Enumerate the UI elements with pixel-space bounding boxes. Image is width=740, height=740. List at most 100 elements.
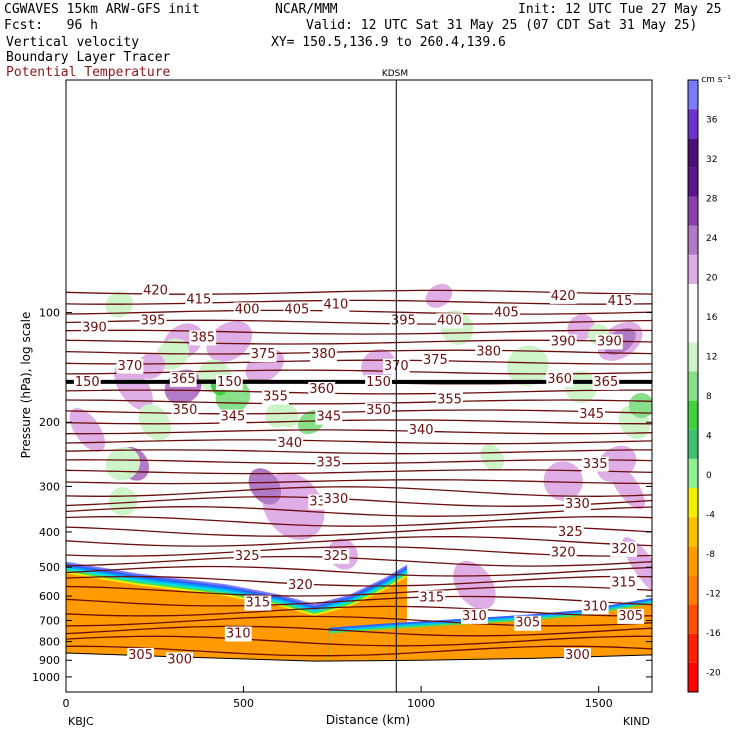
theta-label: 375 xyxy=(251,347,276,362)
theta-contour xyxy=(66,486,652,497)
theta-label: 390 xyxy=(551,334,576,349)
theta-label: 335 xyxy=(583,457,608,472)
theta-label-bg xyxy=(365,374,392,390)
colorbar-label: 12 xyxy=(706,352,717,362)
theta-label: 315 xyxy=(611,575,636,590)
theta-contour xyxy=(66,565,652,577)
theta-label-bg xyxy=(610,575,638,591)
theta-label: 320 xyxy=(551,545,576,560)
header-model: CGWAVES 15km ARW-GFS init xyxy=(4,2,200,17)
theta-label-bg xyxy=(617,608,645,624)
theta-label-bg xyxy=(310,347,337,363)
terrain xyxy=(66,652,652,692)
theta-label-bg xyxy=(215,374,243,390)
theta-label-bg xyxy=(262,389,289,405)
theta-label: 310 xyxy=(226,626,251,641)
theta-label: 395 xyxy=(391,313,416,328)
theta-label-bg xyxy=(244,595,272,611)
colorbar-segment xyxy=(688,662,698,692)
theta-label: 410 xyxy=(324,297,349,312)
theta-label-bg xyxy=(514,615,542,631)
theta-label: 325 xyxy=(235,549,260,564)
theta-label: 390 xyxy=(82,321,107,336)
colorbar-segment xyxy=(688,488,698,518)
theta-label: 305 xyxy=(618,609,643,624)
theta-label-bg xyxy=(475,344,503,360)
theta-label-bg xyxy=(171,402,199,418)
theta-label: 365 xyxy=(171,372,196,387)
header-init: Init: 12 UTC Tue 27 May 25 xyxy=(518,2,722,17)
theta-label-bg xyxy=(189,330,217,346)
colorbar-label: -20 xyxy=(706,668,721,678)
theta-contour xyxy=(66,429,652,435)
theta-label-bg xyxy=(581,456,609,472)
colorbar-segment xyxy=(688,371,698,401)
colorbar-segment xyxy=(688,633,698,663)
y-tick-label: 400 xyxy=(39,526,60,539)
theta-contour xyxy=(66,469,652,475)
theta-label-bg xyxy=(249,347,277,363)
theta-label-bg xyxy=(166,652,194,668)
theta-label-bg xyxy=(80,320,108,336)
colorbar-label: 32 xyxy=(706,155,717,165)
theta-label-bg xyxy=(461,608,488,624)
theta-contour xyxy=(66,635,652,647)
colorbar-segment xyxy=(688,546,698,576)
theta-label: 420 xyxy=(551,289,576,304)
header-valid: Valid: 12 UTC Sat 31 May 25 (07 CDT Sat … xyxy=(306,18,698,33)
theta-contour xyxy=(66,309,652,315)
theta-label-bg xyxy=(127,647,154,663)
theta-contour xyxy=(66,329,652,335)
theta-label: 370 xyxy=(118,359,143,374)
velocity-blob xyxy=(480,444,505,471)
colorbar-segment xyxy=(688,342,698,372)
colorbar-label: -8 xyxy=(706,550,715,560)
theta-label-bg xyxy=(564,496,591,512)
theta-label-bg xyxy=(276,435,304,451)
colorbar-segment xyxy=(688,138,698,168)
theta-label-bg xyxy=(578,407,606,423)
theta-contour xyxy=(66,575,652,587)
theta-label: 395 xyxy=(141,313,166,328)
colorbar-segment xyxy=(688,284,698,314)
y-tick-label: 1000 xyxy=(32,671,60,684)
colorbar-segment xyxy=(688,167,698,197)
theta-label-bg xyxy=(421,353,449,369)
header-xy: XY= 150.5,136.9 to 260.4,139.6 xyxy=(271,35,506,50)
theta-label: 360 xyxy=(547,372,572,387)
theta-label: 345 xyxy=(221,410,246,425)
theta-contour xyxy=(66,526,652,537)
theta-contour xyxy=(66,605,652,617)
theta-contour xyxy=(66,479,652,485)
theta-label: 320 xyxy=(288,578,313,593)
theta-label: 355 xyxy=(263,390,288,405)
y-tick-label: 900 xyxy=(39,654,60,667)
colorbar-segment xyxy=(688,458,698,488)
theta-label: 385 xyxy=(190,330,215,345)
theta-contour xyxy=(66,516,652,527)
theta-label-bg xyxy=(436,313,463,329)
x-tick-label: 1500 xyxy=(585,697,613,710)
velocity-blob xyxy=(453,560,496,610)
theta-label: 310 xyxy=(583,599,608,614)
colorbar-segment xyxy=(688,400,698,430)
colorbar-segment xyxy=(688,196,698,226)
theta-label: 400 xyxy=(437,313,462,328)
y-tick-label: 200 xyxy=(39,416,60,429)
axes: 0 500 1000 1500 100 200 300 400 500 600 700 800 900 1… xyxy=(32,307,652,710)
velocity-blob xyxy=(114,363,153,411)
theta-label: 150 xyxy=(217,375,242,390)
colorbar-segment xyxy=(688,429,698,459)
theta-label-bg xyxy=(315,455,343,471)
theta-label: 320 xyxy=(611,542,636,557)
header-field2: Boundary Layer Tracer xyxy=(6,50,171,65)
theta-label: 360 xyxy=(309,382,334,397)
theta-contour xyxy=(66,409,652,415)
theta-label-bg xyxy=(322,297,350,313)
y-tick-label: 300 xyxy=(39,480,60,493)
theta-label: 325 xyxy=(558,525,583,540)
colorbar-label: 20 xyxy=(706,273,718,283)
contour-labels: 420 415 410 405 400 395 390 385 380 375 370 365 360 3… xyxy=(73,283,645,668)
theta-contour xyxy=(66,645,652,657)
